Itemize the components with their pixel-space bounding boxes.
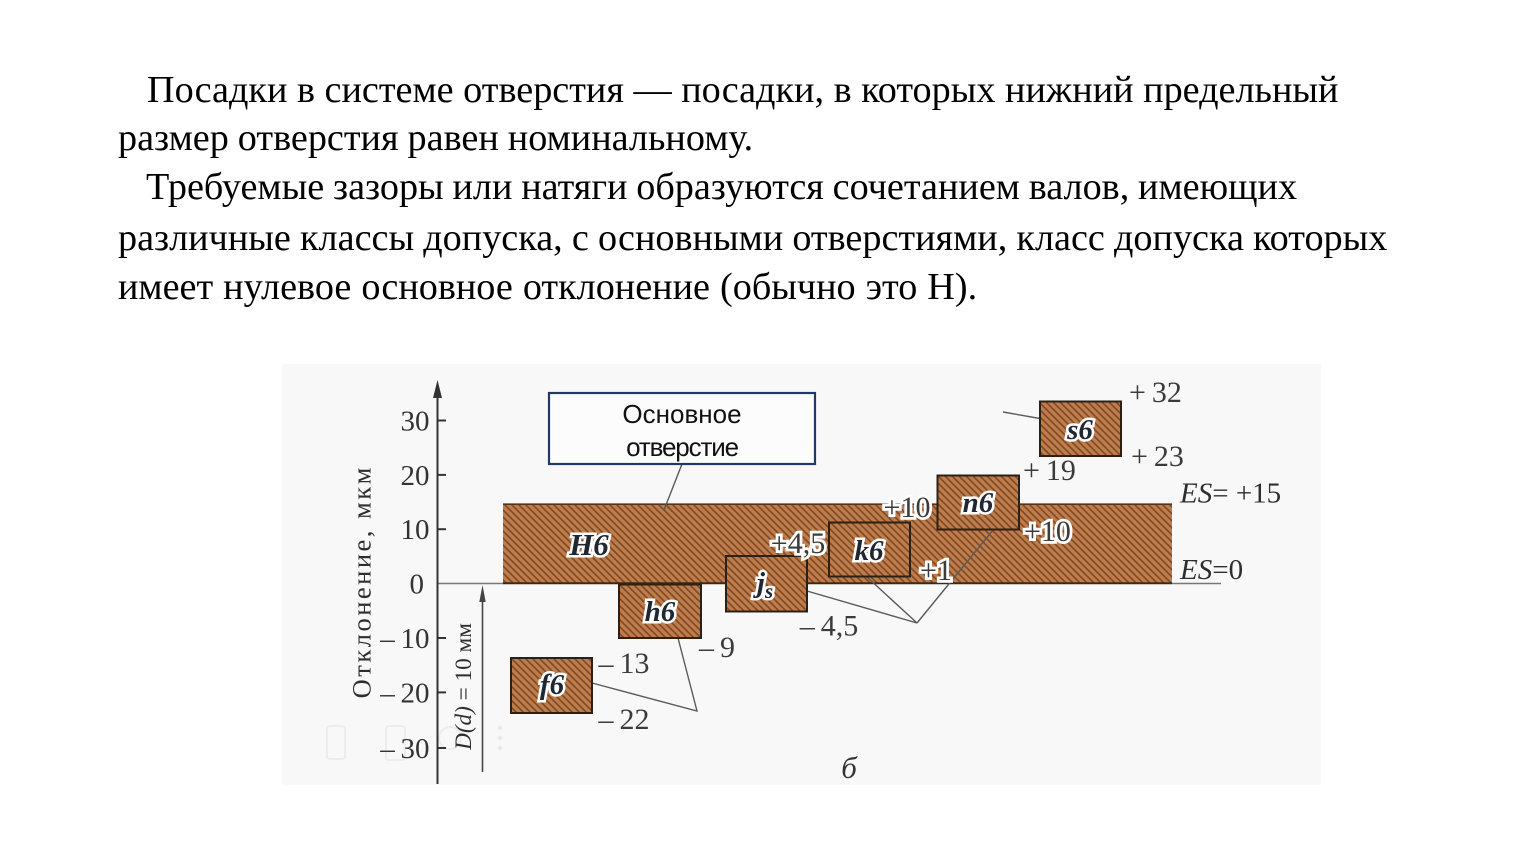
- svg-text:10: 10: [401, 514, 430, 546]
- svg-text:+10: +10: [1024, 515, 1071, 548]
- svg-text:+ 23: + 23: [1131, 440, 1184, 473]
- svg-text:s6: s6: [1066, 414, 1093, 446]
- svg-text:H6: H6: [568, 527, 609, 562]
- svg-text:h6: h6: [645, 596, 676, 628]
- svg-text:+10: +10: [884, 491, 931, 524]
- svg-text:– 10: – 10: [379, 623, 429, 655]
- svg-text:k6: k6: [855, 535, 885, 567]
- svg-text:Основное: Основное: [622, 399, 741, 429]
- svg-text:имеет нулевое основное отклоне: имеет нулевое основное отклонение (обычн…: [118, 266, 977, 308]
- svg-text:D(d) = 10 мм: D(d) = 10 мм: [451, 623, 477, 751]
- svg-text:0: 0: [410, 569, 425, 601]
- svg-text:различные классы допуска, с ос: различные классы допуска, с основными от…: [118, 217, 1387, 259]
- svg-text:– 9: – 9: [698, 631, 735, 664]
- svg-text:Посадки в системе отверстия —: Посадки в системе отверстия — посадки, в…: [147, 69, 1339, 111]
- svg-text:n6: n6: [963, 487, 994, 519]
- svg-text:– 22: – 22: [597, 703, 649, 736]
- svg-text:Требуемые зазоры или натяги об: Требуемые зазоры или натяги образуются с…: [146, 166, 1297, 208]
- svg-text:30: 30: [401, 406, 430, 438]
- svg-text:+ 19: + 19: [1023, 454, 1076, 487]
- svg-text:ES= +15: ES= +15: [1179, 478, 1281, 510]
- svg-text:f6: f6: [540, 669, 565, 701]
- svg-text:Отклонение, мкм: Отклонение, мкм: [346, 465, 376, 698]
- svg-text:+4,5: +4,5: [771, 527, 825, 560]
- svg-text:– 13: – 13: [597, 647, 649, 680]
- svg-text:ES=0: ES=0: [1179, 554, 1243, 586]
- svg-text:б: б: [841, 750, 858, 785]
- svg-text:– 4,5: – 4,5: [799, 610, 859, 643]
- svg-text:20: 20: [401, 460, 430, 492]
- svg-text:– 20: – 20: [379, 677, 429, 709]
- svg-text:размер отверстия равен номинал: размер отверстия равен номинальному.: [118, 117, 753, 159]
- svg-text:+ 32: + 32: [1129, 376, 1182, 409]
- svg-text:+1: +1: [920, 554, 952, 587]
- svg-text:– 30: – 30: [379, 733, 429, 765]
- svg-text:отверстие: отверстие: [626, 432, 738, 462]
